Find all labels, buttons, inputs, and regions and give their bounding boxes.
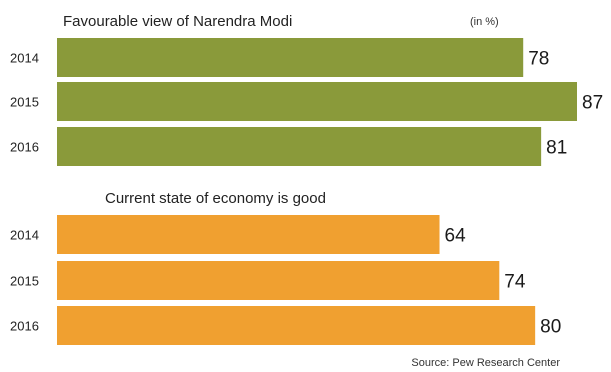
economy-bars: 2014 64 2015 74 2016 80: [10, 215, 561, 345]
economy-year-label-2016: 2016: [10, 319, 39, 334]
unit-label: (in %): [470, 16, 499, 28]
economy-bar-2015: [57, 261, 500, 300]
favourable-year-label-2016: 2016: [10, 140, 39, 155]
economy-value-label-2015: 74: [504, 272, 526, 293]
economy-bar-2014: [57, 215, 440, 254]
economy-value-label-2016: 80: [540, 317, 561, 338]
favourable-chart-title: Favourable view of Narendra Modi: [63, 13, 292, 30]
favourable-value-label-2015: 87: [582, 93, 603, 114]
economy-year-label-2015: 2015: [10, 274, 39, 289]
economy-value-label-2014: 64: [445, 226, 467, 247]
economy-chart-title: Current state of economy is good: [105, 190, 326, 207]
favourable-bar-2016: [57, 127, 542, 166]
favourable-year-label-2014: 2014: [10, 51, 39, 66]
favourable-bars: 2014 78 2015 87 2016 81: [10, 38, 603, 166]
economy-bar-2016: [57, 306, 536, 345]
economy-year-label-2014: 2014: [10, 228, 39, 243]
favourable-value-label-2016: 81: [546, 138, 567, 159]
favourable-value-label-2014: 78: [528, 49, 549, 70]
source-note: Source: Pew Research Center: [411, 357, 560, 369]
favourable-year-label-2015: 2015: [10, 95, 39, 110]
favourable-bar-2014: [57, 38, 524, 77]
favourable-bar-2015: [57, 82, 577, 121]
